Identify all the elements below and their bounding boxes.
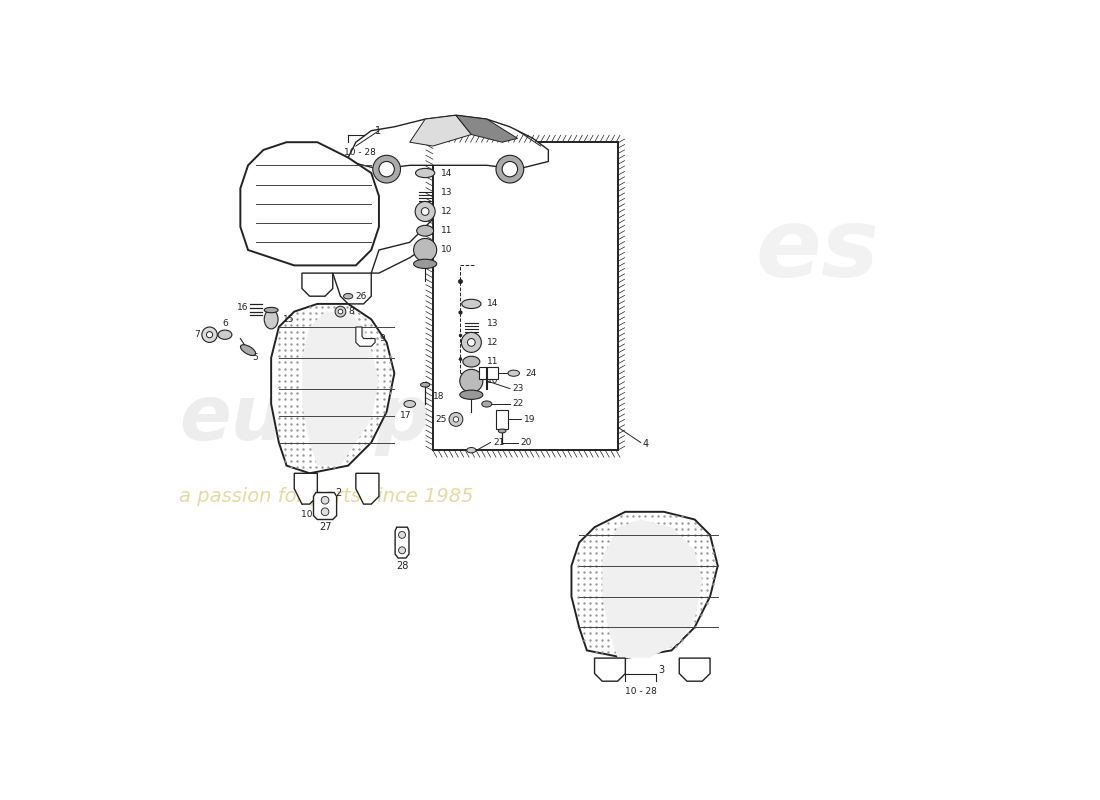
Polygon shape [301, 273, 332, 296]
Text: 5: 5 [252, 354, 257, 362]
Polygon shape [271, 304, 394, 474]
Text: 2: 2 [336, 488, 341, 498]
Text: 14: 14 [486, 299, 498, 308]
Ellipse shape [417, 226, 433, 236]
Text: 10 - 28: 10 - 28 [344, 148, 375, 158]
Polygon shape [395, 527, 409, 558]
Text: 16: 16 [236, 303, 248, 312]
Circle shape [453, 417, 459, 422]
Ellipse shape [264, 310, 278, 329]
Circle shape [461, 332, 482, 353]
Text: 8: 8 [348, 307, 354, 316]
Ellipse shape [420, 382, 430, 387]
Polygon shape [295, 474, 318, 504]
Polygon shape [496, 410, 508, 429]
Text: 10: 10 [486, 376, 498, 386]
Text: 26: 26 [355, 292, 367, 301]
Circle shape [373, 155, 400, 183]
Text: 11: 11 [486, 357, 498, 366]
Polygon shape [572, 512, 717, 658]
Text: 13: 13 [440, 188, 452, 197]
Circle shape [207, 332, 212, 338]
Text: 3: 3 [659, 666, 664, 675]
Circle shape [202, 327, 218, 342]
Ellipse shape [218, 330, 232, 339]
Text: es: es [756, 203, 880, 297]
Polygon shape [355, 474, 378, 504]
Ellipse shape [508, 370, 519, 376]
Polygon shape [409, 115, 471, 146]
Bar [478, 367, 498, 379]
Circle shape [321, 496, 329, 504]
Text: 10: 10 [440, 246, 452, 254]
Text: 24: 24 [526, 369, 537, 378]
Text: europ: europ [178, 382, 430, 456]
Ellipse shape [404, 401, 416, 407]
Text: 10 - 28: 10 - 28 [301, 510, 333, 519]
Text: 1: 1 [375, 126, 382, 136]
Polygon shape [594, 658, 625, 682]
Circle shape [415, 202, 436, 222]
Ellipse shape [264, 307, 278, 313]
Polygon shape [355, 327, 375, 346]
Polygon shape [603, 519, 702, 658]
Polygon shape [240, 142, 378, 266]
Circle shape [468, 338, 475, 346]
Ellipse shape [241, 345, 255, 355]
Circle shape [338, 310, 343, 314]
Circle shape [398, 531, 406, 538]
Text: 13: 13 [486, 318, 498, 328]
Ellipse shape [463, 356, 480, 367]
Circle shape [449, 413, 463, 426]
Text: a passion for parts since 1985: a passion for parts since 1985 [178, 487, 473, 506]
Circle shape [336, 306, 345, 317]
Polygon shape [680, 658, 711, 682]
Text: 17: 17 [400, 411, 411, 420]
Text: 22: 22 [513, 399, 524, 409]
Text: 4: 4 [644, 439, 649, 449]
Text: 12: 12 [486, 338, 498, 347]
Ellipse shape [482, 401, 492, 407]
Text: 12: 12 [440, 207, 452, 216]
Ellipse shape [460, 390, 483, 399]
Text: 6: 6 [222, 318, 228, 328]
Circle shape [378, 162, 394, 177]
Circle shape [321, 508, 329, 516]
Circle shape [421, 208, 429, 215]
Ellipse shape [466, 447, 476, 453]
Polygon shape [455, 115, 517, 142]
Polygon shape [314, 493, 337, 519]
Bar [432, 142, 618, 450]
Circle shape [496, 155, 524, 183]
Text: 20: 20 [520, 438, 531, 447]
Text: 14: 14 [440, 169, 452, 178]
Ellipse shape [414, 259, 437, 269]
Text: 19: 19 [524, 415, 536, 424]
Text: 27: 27 [319, 522, 331, 532]
Ellipse shape [416, 168, 434, 178]
Circle shape [414, 238, 437, 262]
Polygon shape [372, 219, 432, 273]
Ellipse shape [498, 429, 506, 433]
Circle shape [398, 547, 406, 554]
Circle shape [502, 162, 517, 177]
Polygon shape [332, 273, 372, 304]
Ellipse shape [462, 299, 481, 309]
Text: 18: 18 [432, 392, 444, 401]
Text: 25: 25 [436, 415, 447, 424]
Text: 10 - 28: 10 - 28 [625, 687, 657, 696]
Text: 7: 7 [195, 330, 200, 339]
Text: 23: 23 [513, 384, 524, 393]
Polygon shape [301, 311, 378, 466]
Text: 21: 21 [493, 438, 504, 447]
Text: 11: 11 [440, 226, 452, 235]
Text: 28: 28 [396, 561, 408, 570]
Ellipse shape [343, 294, 353, 299]
Text: 15: 15 [283, 314, 294, 324]
Text: 9: 9 [378, 334, 385, 343]
Polygon shape [348, 115, 548, 169]
Circle shape [460, 370, 483, 393]
